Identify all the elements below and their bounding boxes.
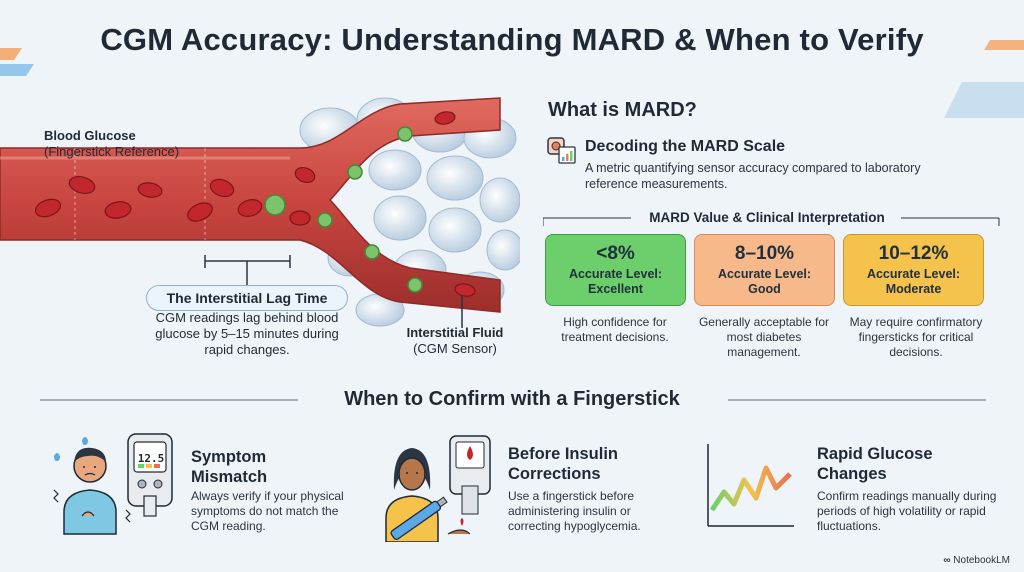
page-title: CGM Accuracy: Understanding MARD & When … — [100, 22, 924, 57]
item-title: Before Insulin Corrections — [508, 445, 619, 483]
meter-reading: 12.5 — [137, 452, 165, 465]
mard-value: <8% — [596, 243, 635, 264]
lag-time-pill: The Interstitial Lag Time — [146, 285, 348, 311]
interstitial-fluid-label: Interstitial Fluid (CGM Sensor) — [406, 325, 504, 356]
fingerstick-heading: When to Confirm with a Fingerstick — [344, 388, 680, 410]
mard-card-excellent: <8% Accurate Level: Excellent — [545, 234, 686, 306]
item-description: Always verify if your physical symptoms … — [191, 489, 344, 533]
person-glucose-meter-icon — [53, 433, 173, 535]
blood-vessel-diagram — [0, 97, 520, 328]
mard-excellent-description: High confidence for treatment decisions. — [561, 315, 669, 344]
mard-level: Accurate Level: Excellent — [568, 267, 663, 296]
mard-good-description: Generally acceptable for most diabetes m… — [698, 315, 830, 359]
mard-level: Accurate Level: Moderate — [866, 267, 961, 296]
item-title: Symptom Mismatch — [191, 448, 268, 486]
mard-card-moderate: 10–12% Accurate Level: Moderate — [843, 234, 984, 306]
mard-heading: What is MARD? — [548, 99, 697, 121]
mard-card-good: 8–10% Accurate Level: Good — [694, 234, 835, 306]
insulin-pen-icon — [385, 435, 491, 542]
blood-glucose-label: Blood Glucose (Fingerstick Reference) — [44, 128, 180, 159]
mard-value: 10–12% — [878, 243, 949, 264]
mard-level: Accurate Level: Good — [717, 267, 812, 296]
section-divider — [40, 399, 986, 401]
sensor-chart-icon — [547, 137, 576, 164]
mard-table-title: MARD Value & Clinical Interpretation — [649, 210, 885, 225]
item-title: Rapid Glucose Changes — [817, 445, 933, 483]
brand-name: NotebookLM — [953, 555, 1010, 566]
mard-description: A metric quantifying sensor accuracy com… — [585, 161, 921, 191]
brand-watermark: ∞ NotebookLM — [943, 555, 1010, 566]
mard-moderate-description: May require confirmatory fingersticks fo… — [849, 315, 983, 359]
lag-time-description: CGM readings lag behind blood glucose by… — [155, 310, 339, 357]
brand-logo-icon: ∞ — [943, 555, 951, 566]
mard-table-frame — [543, 217, 1000, 226]
item-description: Confirm readings manually during periods… — [817, 489, 997, 533]
mard-subheading: Decoding the MARD Scale — [585, 138, 786, 155]
mard-value: 8–10% — [734, 243, 795, 264]
zigzag-chart-icon — [707, 444, 794, 527]
item-description: Use a fingerstick before administering i… — [508, 489, 641, 533]
